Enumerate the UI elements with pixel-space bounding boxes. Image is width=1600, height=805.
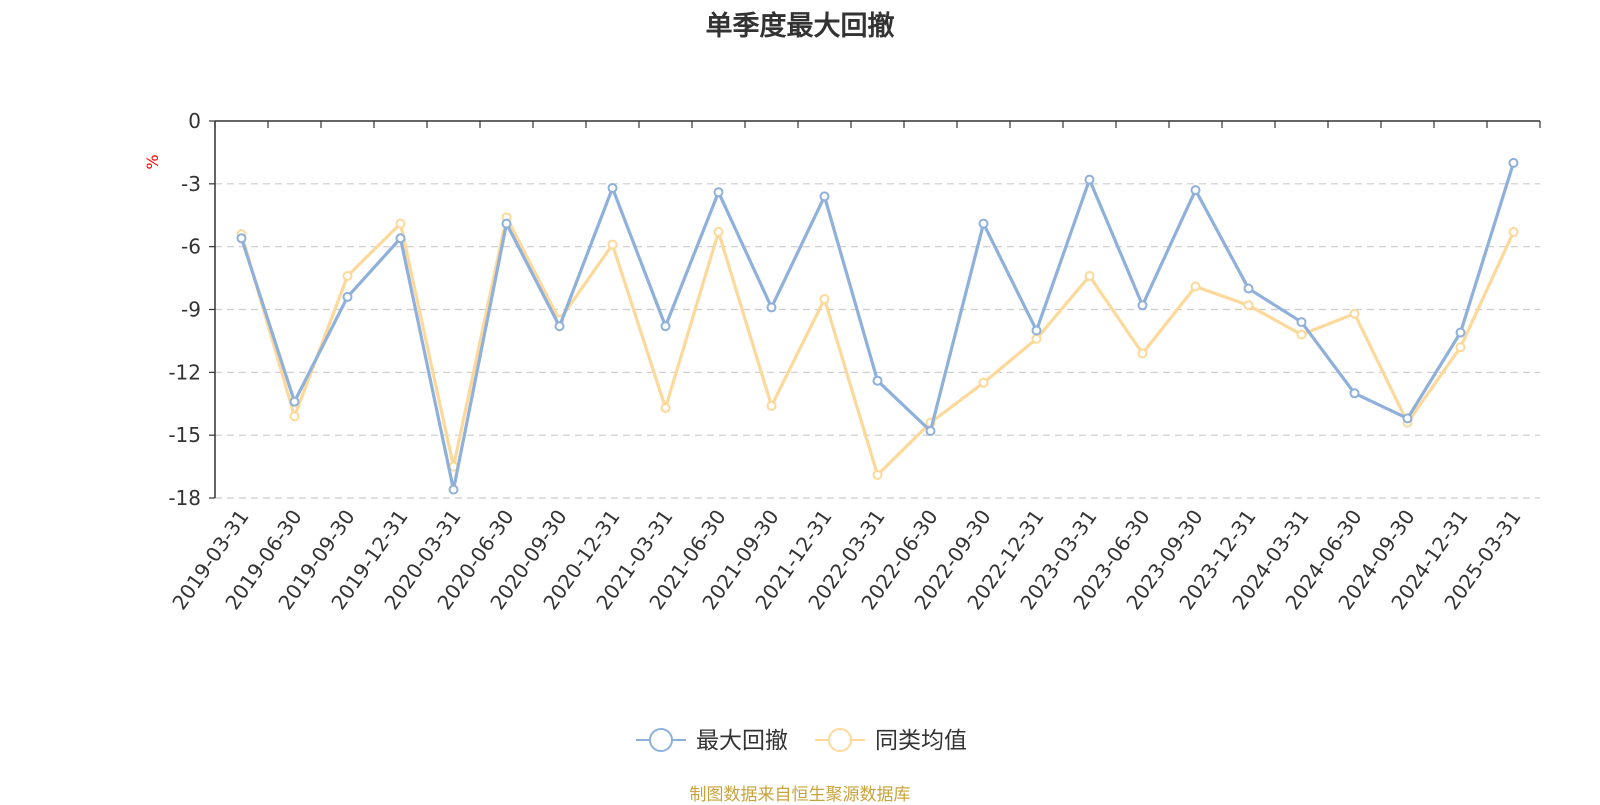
data-point	[978, 377, 989, 388]
data-point	[1402, 413, 1413, 424]
y-tick-label: -6	[181, 235, 201, 259]
grid-lines	[215, 183, 1540, 499]
data-point	[1508, 227, 1519, 238]
legend-label: 最大回撤	[696, 728, 788, 754]
data-point	[1508, 157, 1519, 168]
data-point	[713, 227, 724, 238]
data-point	[872, 469, 883, 480]
data-point	[554, 321, 565, 332]
data-point	[1084, 174, 1095, 185]
series-lines	[236, 157, 1519, 495]
source-note: 制图数据来自恒生聚源数据库	[689, 785, 911, 805]
data-point	[1137, 348, 1148, 359]
data-point	[1455, 327, 1466, 338]
y-tick-label: -15	[168, 423, 201, 447]
data-point	[660, 321, 671, 332]
data-point	[1296, 317, 1307, 328]
y-tick-label: -3	[181, 172, 201, 196]
data-point	[1243, 283, 1254, 294]
data-point	[342, 270, 353, 281]
data-point	[925, 425, 936, 436]
y-tick-label: -9	[181, 298, 201, 322]
data-point	[501, 218, 512, 229]
data-point	[1243, 300, 1254, 311]
y-tick-label: -18	[168, 486, 201, 510]
data-point	[872, 375, 883, 386]
data-point	[1031, 325, 1042, 336]
data-point	[289, 411, 300, 422]
series-line	[239, 215, 1515, 477]
data-point	[766, 302, 777, 313]
data-point	[1031, 333, 1042, 344]
data-point	[713, 187, 724, 198]
data-point	[978, 218, 989, 229]
data-point	[1190, 281, 1201, 292]
legend-label: 同类均值	[875, 728, 967, 754]
data-point	[660, 402, 671, 413]
data-point	[607, 239, 618, 250]
data-point	[1349, 308, 1360, 319]
data-point	[342, 291, 353, 302]
data-point	[766, 400, 777, 411]
legend-item: 同类均值	[815, 728, 967, 754]
chart-title: 单季度最大回撤	[705, 11, 895, 42]
data-point	[1137, 300, 1148, 311]
data-point	[1190, 185, 1201, 196]
data-point	[1084, 270, 1095, 281]
data-point	[395, 233, 406, 244]
data-point	[1455, 342, 1466, 353]
y-axis-unit-label: %	[143, 154, 162, 169]
legend-swatch-marker	[649, 728, 673, 752]
y-tick-label: -12	[168, 360, 201, 384]
data-point	[607, 183, 618, 194]
legend-item: 最大回撤	[636, 728, 788, 754]
legend: 最大回撤 同类均值	[636, 728, 967, 754]
data-point	[236, 233, 247, 244]
data-point	[395, 218, 406, 229]
data-point	[1349, 388, 1360, 399]
legend-swatch-marker	[828, 728, 852, 752]
data-point	[289, 396, 300, 407]
y-tick-label: 0	[188, 109, 201, 133]
data-point	[819, 294, 830, 305]
data-point	[819, 191, 830, 202]
data-point	[1296, 329, 1307, 340]
data-point	[448, 484, 459, 495]
